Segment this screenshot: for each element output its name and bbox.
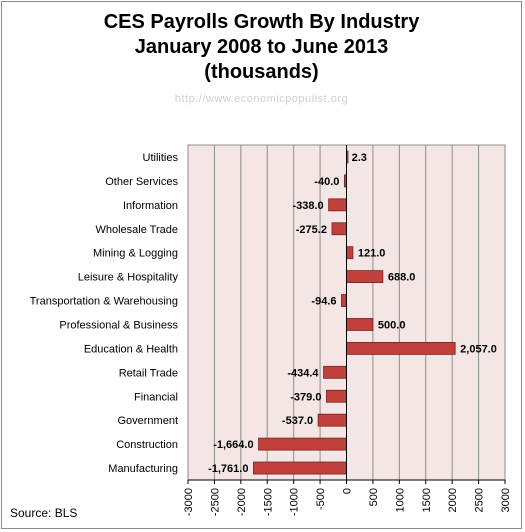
x-tick-label-11: 2500 [474, 488, 486, 512]
category-label-9: Retail Trade [119, 367, 178, 379]
category-label-0: Utilities [143, 152, 179, 164]
x-tick-label-9: 1500 [421, 488, 433, 512]
x-tick-label-12: 3000 [500, 488, 512, 512]
bar-10 [326, 389, 347, 403]
value-label-4: 121.0 [358, 248, 386, 260]
x-tick-label-6: 0 [342, 488, 354, 494]
value-label-1: -40.0 [314, 176, 339, 188]
x-tick-label-1: -2500 [209, 488, 221, 516]
bar-9 [323, 365, 347, 379]
x-tick-label-8: 1000 [394, 488, 406, 512]
watermark-url: http://www.economicpopulist.org [174, 93, 349, 105]
category-label-12: Construction [116, 439, 178, 451]
value-label-0: 2.3 [352, 152, 367, 164]
bar-13 [253, 461, 347, 475]
category-label-13: Manufacturing [108, 463, 178, 475]
value-label-11: -537.0 [282, 415, 313, 427]
chart-title: CES Payrolls Growth By Industry January … [0, 10, 523, 85]
chart-title-line-1: CES Payrolls Growth By Industry [103, 11, 420, 33]
bar-6 [341, 294, 347, 307]
bar-12 [258, 437, 347, 451]
x-tick-label-0: -3000 [183, 488, 195, 516]
category-label-6: Transportation & Warehousing [30, 296, 178, 308]
bar-7 [346, 318, 374, 331]
x-tick-label-3: -1500 [262, 488, 274, 516]
value-label-3: -275.2 [296, 224, 327, 236]
x-tick-label-5: -500 [315, 488, 327, 510]
category-label-10: Financial [134, 391, 178, 403]
x-tick-label-7: 500 [368, 488, 380, 506]
bar-8 [346, 341, 456, 355]
bar-3 [331, 222, 347, 236]
bar-4 [346, 246, 354, 260]
chart-title-line-2: January 2008 to June 2013 [134, 36, 389, 58]
category-label-11: Government [117, 415, 178, 427]
x-tick-label-10: 2000 [447, 488, 459, 512]
value-label-7: 500.0 [378, 319, 406, 331]
value-label-8: 2,057.0 [460, 343, 497, 355]
value-label-9: -434.4 [287, 367, 319, 379]
value-label-10: -379.0 [290, 391, 321, 403]
bar-2 [328, 198, 347, 212]
category-label-3: Wholesale Trade [95, 224, 178, 236]
bar-5 [346, 270, 384, 284]
value-label-13: -1,761.0 [208, 463, 248, 475]
category-label-7: Professional & Business [59, 319, 178, 331]
category-label-1: Other Services [105, 176, 178, 188]
value-label-2: -338.0 [292, 200, 323, 212]
chart-title-line-3: (thousands) [204, 61, 319, 83]
x-tick-label-2: -2000 [236, 488, 248, 516]
value-label-5: 688.0 [388, 272, 416, 284]
source-note: Source: BLS [10, 506, 78, 520]
value-label-12: -1,664.0 [213, 439, 253, 451]
category-label-5: Leisure & Hospitality [78, 272, 179, 284]
category-label-4: Mining & Logging [93, 248, 178, 260]
category-label-2: Information [123, 200, 178, 212]
category-label-8: Education & Health [84, 343, 178, 355]
x-tick-label-4: -1000 [289, 488, 301, 516]
value-label-6: -94.6 [311, 296, 336, 308]
bar-11 [317, 413, 347, 427]
